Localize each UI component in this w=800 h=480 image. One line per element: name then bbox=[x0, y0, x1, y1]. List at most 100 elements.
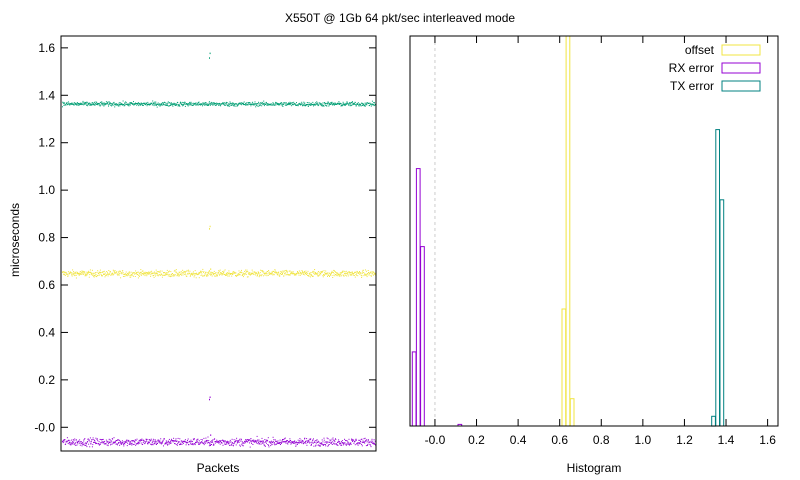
scatter-point bbox=[178, 441, 180, 443]
scatter-point bbox=[208, 101, 210, 103]
scatter-point bbox=[300, 271, 302, 273]
scatter-point bbox=[327, 103, 329, 105]
scatter-point bbox=[124, 443, 126, 445]
scatter-point bbox=[86, 102, 88, 104]
scatter-point bbox=[200, 271, 202, 273]
scatter-point bbox=[260, 275, 262, 277]
scatter-point bbox=[292, 441, 294, 443]
scatter-point bbox=[141, 102, 142, 104]
scatter-point bbox=[345, 273, 347, 275]
scatter-point bbox=[195, 273, 197, 275]
scatter-point bbox=[351, 101, 352, 103]
scatter-point bbox=[293, 101, 295, 103]
scatter-point bbox=[165, 274, 167, 276]
scatter-point bbox=[146, 102, 148, 104]
scatter-point bbox=[315, 103, 317, 105]
scatter-point bbox=[102, 441, 104, 443]
scatter-point bbox=[113, 104, 115, 106]
scatter-point bbox=[235, 103, 236, 105]
scatter-point bbox=[250, 272, 252, 274]
scatter-point bbox=[372, 442, 374, 444]
scatter-point bbox=[237, 104, 239, 106]
scatter-point bbox=[82, 273, 84, 275]
scatter-point bbox=[131, 444, 133, 446]
scatter-point bbox=[174, 443, 176, 444]
scatter-point bbox=[175, 438, 177, 440]
scatter-point bbox=[370, 275, 372, 277]
scatter-point bbox=[247, 104, 249, 106]
scatter-point bbox=[90, 272, 92, 274]
scatter-point bbox=[357, 442, 359, 444]
scatter-point bbox=[351, 438, 352, 440]
scatter-point bbox=[364, 274, 366, 276]
scatter-point bbox=[183, 103, 185, 105]
scatter-point bbox=[235, 275, 236, 276]
scatter-point bbox=[69, 272, 71, 274]
scatter-point bbox=[280, 272, 281, 274]
scatter-point bbox=[221, 442, 223, 443]
scatter-point bbox=[179, 438, 181, 440]
scatter-point bbox=[208, 442, 210, 443]
scatter-point bbox=[105, 439, 107, 441]
scatter-point bbox=[169, 274, 171, 276]
scatter-point bbox=[196, 104, 198, 106]
scatter-point bbox=[257, 274, 258, 276]
scatter-point bbox=[321, 439, 323, 441]
scatter-point bbox=[99, 271, 101, 273]
scatter-point bbox=[194, 275, 196, 277]
scatter-point bbox=[66, 273, 68, 275]
scatter-point bbox=[150, 274, 152, 276]
scatter-point bbox=[169, 275, 171, 277]
scatter-point bbox=[366, 276, 368, 278]
scatter-point bbox=[351, 274, 352, 276]
scatter-point bbox=[315, 445, 317, 447]
scatter-point bbox=[186, 275, 188, 277]
scatter-point bbox=[185, 441, 187, 443]
scatter-point bbox=[81, 271, 83, 273]
scatter-point bbox=[305, 442, 307, 444]
scatter-point bbox=[243, 276, 244, 278]
scatter-point bbox=[368, 102, 370, 104]
scatter-point bbox=[112, 441, 114, 443]
scatter-point bbox=[112, 274, 114, 276]
scatter-point bbox=[299, 438, 301, 440]
scatter-point bbox=[251, 269, 253, 271]
scatter-point bbox=[211, 444, 212, 445]
scatter-point bbox=[67, 104, 69, 105]
scatter-point bbox=[89, 437, 91, 439]
scatter-point bbox=[351, 104, 353, 106]
scatter-point bbox=[75, 104, 77, 106]
scatter-point bbox=[333, 273, 335, 275]
scatter-point bbox=[86, 441, 88, 443]
scatter-point bbox=[328, 272, 330, 274]
scatter-point bbox=[172, 105, 174, 107]
scatter-point bbox=[318, 272, 320, 274]
histogram-bar bbox=[420, 246, 425, 427]
scatter-point bbox=[92, 272, 94, 274]
scatter-point bbox=[188, 103, 190, 105]
scatter-point bbox=[365, 274, 367, 276]
scatter-point bbox=[137, 271, 139, 273]
scatter-point bbox=[328, 441, 330, 443]
scatter-point bbox=[103, 442, 105, 444]
scatter-point bbox=[109, 103, 111, 105]
scatter-point bbox=[178, 271, 180, 273]
scatter-point bbox=[114, 441, 116, 443]
scatter-point bbox=[233, 443, 235, 445]
scatter-point bbox=[75, 277, 77, 279]
scatter-point bbox=[81, 103, 83, 105]
scatter-point bbox=[327, 272, 329, 274]
scatter-point bbox=[136, 103, 138, 105]
scatter-point bbox=[221, 103, 223, 104]
scatter-point bbox=[338, 102, 340, 104]
scatter-point bbox=[263, 273, 265, 275]
scatter-point bbox=[245, 269, 247, 271]
scatter-point bbox=[320, 103, 322, 105]
histogram-bar bbox=[415, 168, 421, 427]
scatter-point bbox=[128, 272, 130, 274]
scatter-point bbox=[119, 444, 121, 446]
scatter-point bbox=[267, 440, 269, 442]
scatter-point bbox=[227, 104, 229, 106]
scatter-point bbox=[83, 103, 85, 105]
scatter-point bbox=[169, 102, 171, 103]
